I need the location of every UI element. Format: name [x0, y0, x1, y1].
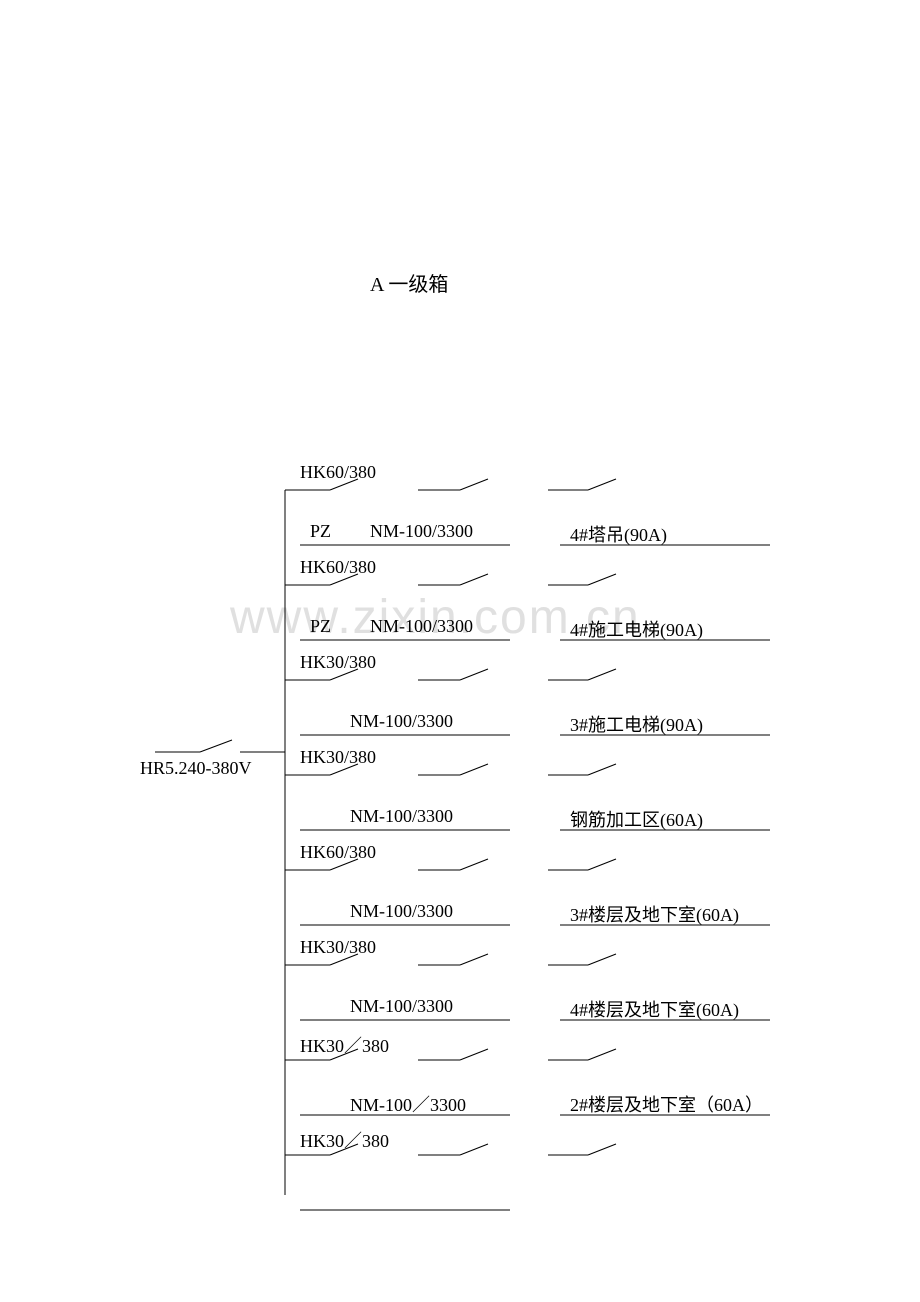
branch-top-label: HK30/380 — [300, 652, 376, 673]
branch-output-label: 3#施工电梯(90A) — [570, 711, 703, 737]
branch-output-label: 4#楼层及地下室(60A) — [570, 996, 739, 1022]
branch-breaker-label: NM-100/3300 — [350, 806, 453, 827]
branch-top-label: HK30/380 — [300, 747, 376, 768]
branch-top-label: HK60/380 — [300, 557, 376, 578]
branch-breaker-label: NM-100/3300 — [350, 901, 453, 922]
branch-pz-label: PZ — [310, 521, 331, 542]
branch-breaker-label: NM-100／3300 — [350, 1091, 466, 1117]
branch-output-label: 3#楼层及地下室(60A) — [570, 901, 739, 927]
branch-output-label: 4#施工电梯(90A) — [570, 616, 703, 642]
branch-breaker-label: NM-100/3300 — [350, 996, 453, 1017]
branch-output-label: 4#塔吊(90A) — [570, 521, 667, 547]
branch-top-label: HK30／380 — [300, 1032, 389, 1058]
branch-breaker-label: NM-100/3300 — [370, 616, 473, 637]
branch-breaker-label: NM-100/3300 — [350, 711, 453, 732]
branch-output-label: 2#楼层及地下室（60A） — [570, 1091, 763, 1117]
branch-breaker-label: NM-100/3300 — [370, 521, 473, 542]
branch-top-label: HK30／380 — [300, 1127, 389, 1153]
branch-pz-label: PZ — [310, 616, 331, 637]
branch-top-label: HK30/380 — [300, 937, 376, 958]
branch-top-label: HK60/380 — [300, 842, 376, 863]
branch-output-label: 钢筋加工区(60A) — [570, 806, 703, 832]
branch-top-label: HK60/380 — [300, 462, 376, 483]
